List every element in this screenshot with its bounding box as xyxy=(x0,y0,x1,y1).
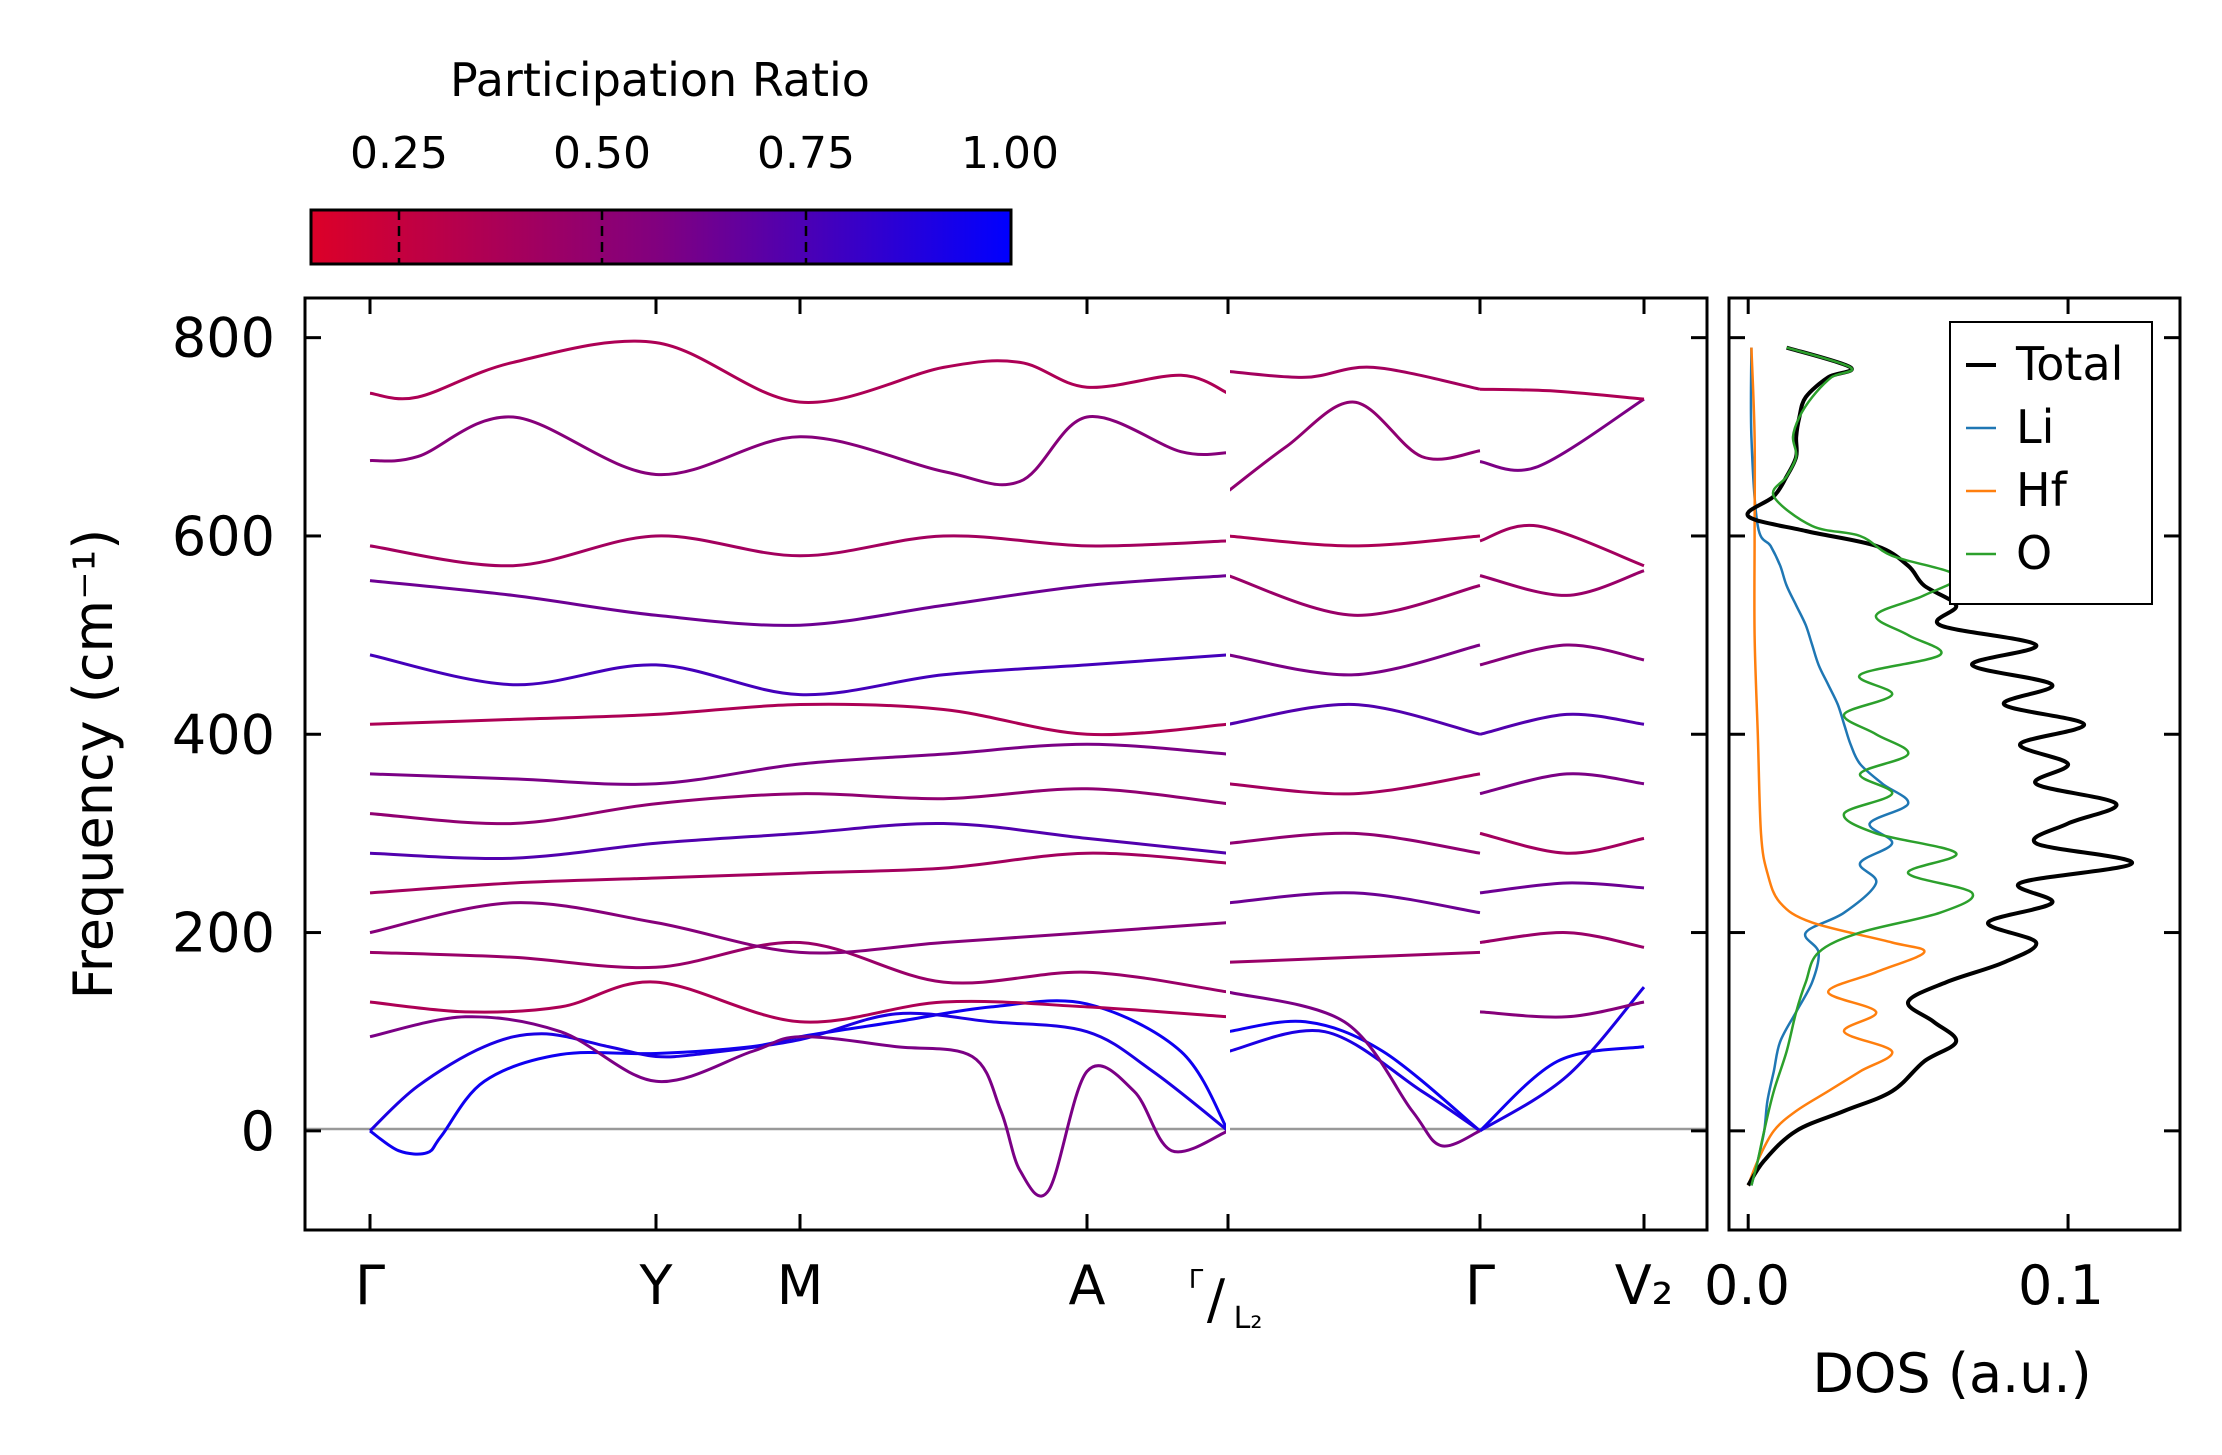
phonon-branch-mid-7 xyxy=(369,702,1229,737)
legend-frame xyxy=(1949,321,2153,605)
legend-label-li: Li xyxy=(2016,400,2054,454)
x-tick-label-a: A xyxy=(1069,1254,1106,1317)
legend: Total Li Hf O xyxy=(1949,321,2153,605)
phonon-branch-seg3-mid-3 xyxy=(1479,831,1645,855)
phonon-branch-seg3-top-2 xyxy=(1479,387,1645,401)
phonon-branch-seg3-high-2 xyxy=(1479,569,1645,597)
phonon-branch-seg3-acoustic-1 xyxy=(1478,1045,1645,1133)
x-tick-label-slash: / xyxy=(1207,1268,1226,1331)
phonon-branch-seg2-high-3 xyxy=(1227,534,1481,548)
x-tick-label-gamma: Γ xyxy=(355,1254,385,1317)
phonon-branch-seg2-acoustic-2 xyxy=(1227,1029,1481,1133)
phonon-branch-mid-2 xyxy=(369,901,1229,955)
legend-label-o: O xyxy=(2016,526,2052,580)
x-tick-label-gamma-small: Γ xyxy=(1189,1265,1204,1295)
band-structure-plot: 0 200 400 600 800 Γ Y M A Γ / L₂ Γ V₂ Freque… xyxy=(62,296,1709,1336)
phonon-branch-mid-4 xyxy=(369,821,1229,860)
colorbar-ticks xyxy=(397,210,808,264)
phonon-branch-seg3-mid-5 xyxy=(1479,712,1645,736)
phonon-branch-top-2 xyxy=(369,339,1229,404)
dos-curves xyxy=(1745,345,2135,1187)
dos-line-o xyxy=(1750,346,1975,1186)
colorbar-tick-label: 0.50 xyxy=(553,128,651,179)
phonon-branch-seg2-high-2 xyxy=(1227,574,1481,617)
phonon-branch-mid-1 xyxy=(369,940,1229,994)
phonon-branches xyxy=(368,339,1646,1198)
dos-x-tick-label: 0.1 xyxy=(2018,1254,2104,1317)
phonon-branch-mid-5 xyxy=(369,787,1229,826)
phonon-branch-seg3-top-1 xyxy=(1479,397,1645,472)
y-tick-label: 0 xyxy=(241,1100,275,1163)
phonon-branch-seg2-mid-4 xyxy=(1227,772,1481,796)
phonon-branch-seg3-mid-2 xyxy=(1479,881,1645,895)
dos-x-tick-label: 0.0 xyxy=(1704,1254,1790,1317)
phonon-branch-seg2-acoustic-1 xyxy=(1227,1019,1481,1133)
colorbar-tick-label: 0.25 xyxy=(350,128,448,179)
dos-x-tick-labels: 0.0 0.1 xyxy=(1704,1254,2104,1317)
phonon-branch-top-1 xyxy=(369,415,1229,487)
y-axis-label: Frequency (cm⁻¹) xyxy=(62,529,125,1000)
colorbar-tick-label: 0.75 xyxy=(757,128,855,179)
x-tick-label-l2: L₂ xyxy=(1234,1301,1263,1336)
colorbar-label: Participation Ratio xyxy=(450,53,870,107)
y-ticks: 0 200 400 600 800 xyxy=(172,307,1707,1163)
phonon-branch-seg3-mid-4 xyxy=(1479,772,1645,796)
colorbar xyxy=(309,208,1013,266)
phonon-branch-acoustic-1 xyxy=(369,999,1230,1156)
x-tick-label-gamma-l2: Γ / L₂ xyxy=(1189,1265,1263,1336)
phonon-branch-low-2 xyxy=(369,980,1229,1024)
y-tick-label: 400 xyxy=(172,703,275,766)
phonon-branch-seg3-high-3 xyxy=(1479,523,1645,568)
phonon-branch-mid-3 xyxy=(369,851,1229,895)
phonon-branch-seg3-mid-1 xyxy=(1479,931,1645,949)
phonon-branch-seg2-high-1 xyxy=(1227,643,1481,677)
phonon-branch-seg2-top-2 xyxy=(1227,365,1481,391)
x-tick-label-v2: V₂ xyxy=(1615,1254,1674,1317)
dos-x-axis-label: DOS (a.u.) xyxy=(1812,1342,2091,1405)
phonon-branch-acoustic-2 xyxy=(368,1011,1229,1133)
legend-label-hf: Hf xyxy=(2016,463,2069,517)
phonon-branch-seg2-mid-3 xyxy=(1227,831,1481,855)
dos-line-hf xyxy=(1747,347,1926,1186)
colorbar-tick-label: 1.00 xyxy=(961,128,1059,179)
dos-y-ticks xyxy=(1729,336,2180,1133)
x-tick-label-gamma-2: Γ xyxy=(1465,1254,1495,1317)
phonon-branch-seg2-mid-2 xyxy=(1227,891,1481,915)
dos-plot: 0.0 0.1 DOS (a.u.) Total Li Hf O xyxy=(1704,296,2182,1405)
phonon-branch-seg3-low xyxy=(1479,1000,1645,1019)
phonon-branch-seg2-mid-1 xyxy=(1227,950,1481,964)
phonon-branch-seg3-acoustic-2 xyxy=(1479,986,1646,1133)
phonon-branch-seg2-low xyxy=(1227,990,1481,1148)
phonon-branch-seg2-mid-5 xyxy=(1227,702,1481,736)
dos-x-ticks xyxy=(1746,298,2070,1230)
colorbar-tick-labels: 0.25 0.50 0.75 1.00 xyxy=(350,128,1059,179)
y-tick-label: 200 xyxy=(172,902,275,965)
x-tick-labels: Γ Y M A Γ / L₂ Γ V₂ xyxy=(355,1254,1673,1336)
phonon-branch-high-3 xyxy=(369,534,1229,568)
y-tick-label: 800 xyxy=(172,307,275,370)
phonon-branch-low-1 xyxy=(369,1015,1229,1198)
x-tick-label-y: Y xyxy=(639,1254,674,1317)
y-tick-label: 600 xyxy=(172,505,275,568)
phonon-branch-seg2-top-1 xyxy=(1227,400,1481,493)
phonon-branch-high-1 xyxy=(369,653,1229,697)
band-plot-frame xyxy=(303,296,1709,1232)
x-ticks xyxy=(368,298,1646,1230)
dos-plot-frame xyxy=(1727,296,2182,1232)
phonon-branch-seg3-high-1 xyxy=(1479,643,1645,667)
x-tick-label-m: M xyxy=(777,1254,824,1317)
phonon-branch-high-2 xyxy=(369,574,1229,627)
legend-label-total: Total xyxy=(2015,337,2123,391)
phonon-branch-mid-6 xyxy=(369,742,1229,786)
